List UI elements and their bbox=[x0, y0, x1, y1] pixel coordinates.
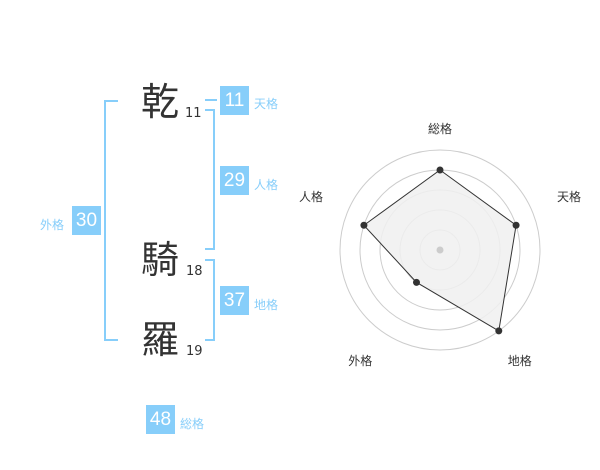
name-char-3: 羅 bbox=[141, 318, 180, 362]
radar-point bbox=[512, 221, 520, 229]
radar-point bbox=[495, 327, 503, 335]
radar-ring bbox=[339, 149, 541, 351]
bracket-tick bbox=[205, 259, 215, 261]
stroke-count-1: 11 bbox=[185, 106, 202, 121]
tenkaku-label: 天格 bbox=[254, 97, 279, 111]
bracket-tick bbox=[104, 339, 118, 341]
chikaku-bracket bbox=[213, 259, 215, 341]
bracket-tick bbox=[205, 248, 215, 250]
radar-axis-label: 総格 bbox=[428, 122, 453, 137]
chikaku-value: 37 bbox=[220, 286, 249, 315]
radar-axis-label: 天格 bbox=[557, 190, 582, 205]
name-char-2: 騎 bbox=[141, 238, 180, 282]
jinkaku-value: 29 bbox=[220, 166, 249, 195]
jinkaku-bracket bbox=[213, 109, 215, 250]
soukaku-label: 総格 bbox=[180, 417, 205, 431]
radar-axis-label: 外格 bbox=[348, 353, 373, 368]
tenkaku-line bbox=[205, 99, 217, 101]
stroke-count-2: 18 bbox=[186, 264, 203, 279]
bracket-tick bbox=[104, 100, 118, 102]
radar-axis-label: 地格 bbox=[507, 353, 532, 368]
radar-point bbox=[360, 221, 368, 229]
radar-axis-label: 人格 bbox=[298, 190, 323, 205]
name-char-1: 乾 bbox=[141, 80, 180, 124]
jinkaku-label: 人格 bbox=[254, 178, 279, 192]
radar-point bbox=[412, 278, 420, 286]
gaikaku-value: 30 bbox=[72, 206, 101, 235]
tenkaku-value: 11 bbox=[220, 86, 249, 115]
chikaku-label: 地格 bbox=[254, 298, 279, 312]
bracket-tick bbox=[205, 109, 215, 111]
radar-point bbox=[436, 166, 444, 174]
stroke-count-3: 19 bbox=[186, 344, 203, 359]
bracket-tick bbox=[205, 339, 215, 341]
gaikaku-label: 外格 bbox=[40, 218, 65, 232]
gaikaku-bracket bbox=[104, 100, 106, 341]
radar-center bbox=[436, 246, 444, 254]
soukaku-value: 48 bbox=[146, 405, 175, 434]
